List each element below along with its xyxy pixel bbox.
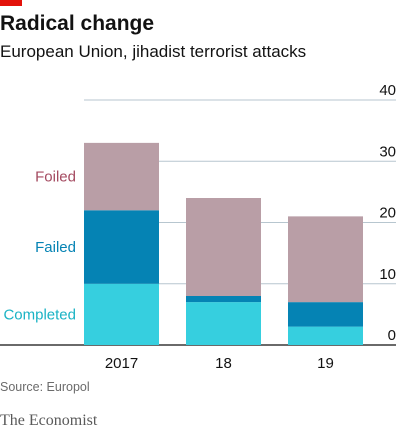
bar-segment-foiled bbox=[186, 198, 261, 296]
y-tick-label: 20 bbox=[379, 205, 396, 222]
y-tick-label: 30 bbox=[379, 143, 396, 160]
bar-segment-completed bbox=[84, 283, 159, 345]
bar-segment-failed bbox=[186, 296, 261, 303]
y-tick-label: 40 bbox=[379, 82, 396, 99]
bar-segment-completed bbox=[288, 326, 363, 345]
series-labels: Completed Failed Foiled bbox=[3, 169, 76, 324]
source-note: Source: Europol bbox=[0, 380, 90, 394]
accent-bar bbox=[0, 0, 22, 6]
y-tick-label: 0 bbox=[388, 327, 396, 344]
x-tick-label: 18 bbox=[215, 355, 232, 372]
bars bbox=[84, 142, 363, 345]
x-tick-labels: 2017 18 19 bbox=[105, 355, 334, 372]
y-tick-labels: 40 30 20 10 0 bbox=[379, 82, 396, 344]
chart-title: Radical change bbox=[0, 12, 155, 35]
publisher-logo: The Economist bbox=[0, 412, 98, 429]
bar-segment-failed bbox=[84, 210, 159, 284]
x-tick-label: 2017 bbox=[105, 355, 138, 372]
chart-subtitle: European Union, jihadist terrorist attac… bbox=[0, 42, 307, 61]
bar-segment-foiled bbox=[84, 142, 159, 211]
bar-segment-foiled bbox=[288, 216, 363, 303]
bar-segment-completed bbox=[186, 302, 261, 345]
series-label-completed: Completed bbox=[3, 306, 76, 323]
y-tick-label: 10 bbox=[379, 266, 396, 283]
x-tick-label: 19 bbox=[317, 355, 334, 372]
series-label-failed: Failed bbox=[35, 239, 76, 256]
series-label-foiled: Foiled bbox=[35, 169, 76, 186]
bar-segment-failed bbox=[288, 302, 363, 327]
